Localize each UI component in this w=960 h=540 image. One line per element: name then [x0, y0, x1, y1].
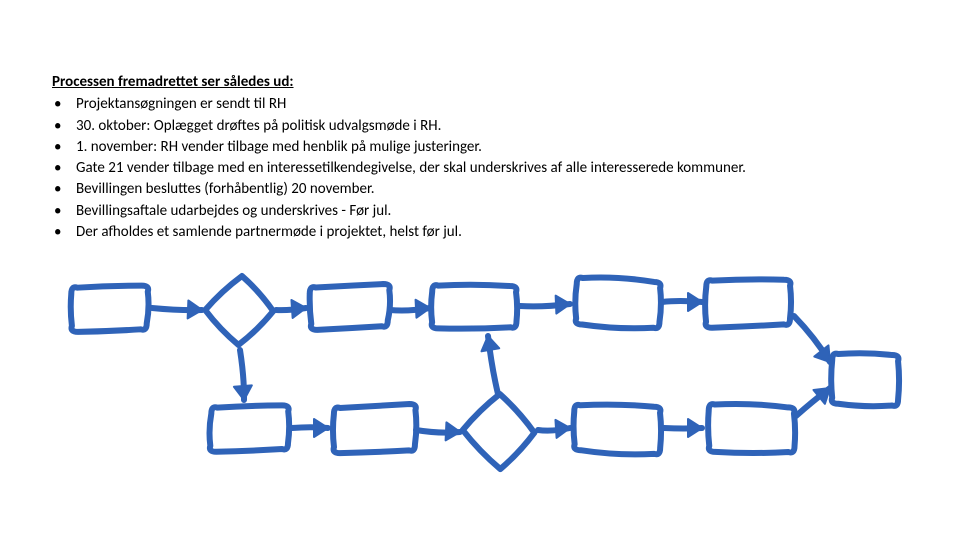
flow-node-rect — [210, 405, 290, 451]
flow-node-rect — [431, 285, 517, 329]
bullet-item: Bevillingsaftale udarbejdes og underskri… — [52, 201, 922, 221]
flow-arrow-head — [314, 419, 328, 437]
heading: Processen fremadrettet ser således ud: — [52, 72, 922, 92]
flow-node-rect — [705, 279, 791, 327]
bullet-item: Bevillingen besluttes (forhåbentlig) 20 … — [52, 179, 922, 199]
bullet-item: Gate 21 vender tilbage med en interesset… — [52, 158, 922, 178]
page: Processen fremadrettet ser således ud: P… — [0, 0, 960, 540]
flow-node-rect — [574, 405, 662, 455]
bullet-list: Projektansøgningen er sendt til RH 30. o… — [52, 94, 922, 242]
flow-node-rect — [71, 286, 149, 332]
flow-arrow-head — [688, 293, 702, 311]
flowchart-diagram — [40, 256, 920, 516]
flow-node-rect — [708, 404, 795, 453]
flow-node-rect — [575, 277, 661, 328]
flow-arrow-head — [555, 420, 570, 438]
bullet-item: 1. november: RH vender tilbage med henbl… — [52, 137, 922, 157]
bullet-item: Projektansøgningen er sendt til RH — [52, 94, 922, 114]
flow-arrow-head — [188, 300, 202, 318]
flow-arrow-head — [416, 300, 430, 318]
flow-arrow-head — [446, 422, 460, 440]
bullet-item: Der afholdes et samlende partnermøde i p… — [52, 222, 922, 242]
flow-arrow-head — [556, 296, 570, 314]
flow-arrow-head — [234, 385, 252, 400]
flow-node-diamond — [463, 394, 535, 469]
flow-node-diamond — [205, 276, 273, 345]
flow-arrow-head — [291, 300, 306, 318]
flow-arrow-head — [688, 419, 702, 437]
bullet-item: 30. oktober: Oplægget drøftes på politis… — [52, 116, 922, 136]
flow-node-rect — [310, 284, 390, 330]
flow-arrow-head — [482, 336, 500, 351]
process-text: Processen fremadrettet ser således ud: P… — [52, 72, 922, 243]
flow-node-rect — [333, 404, 416, 453]
flow-node-rect — [831, 353, 899, 406]
